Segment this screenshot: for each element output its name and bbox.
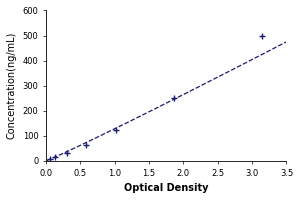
X-axis label: Optical Density: Optical Density bbox=[124, 183, 208, 193]
Y-axis label: Concentration(ng/mL): Concentration(ng/mL) bbox=[7, 32, 17, 139]
